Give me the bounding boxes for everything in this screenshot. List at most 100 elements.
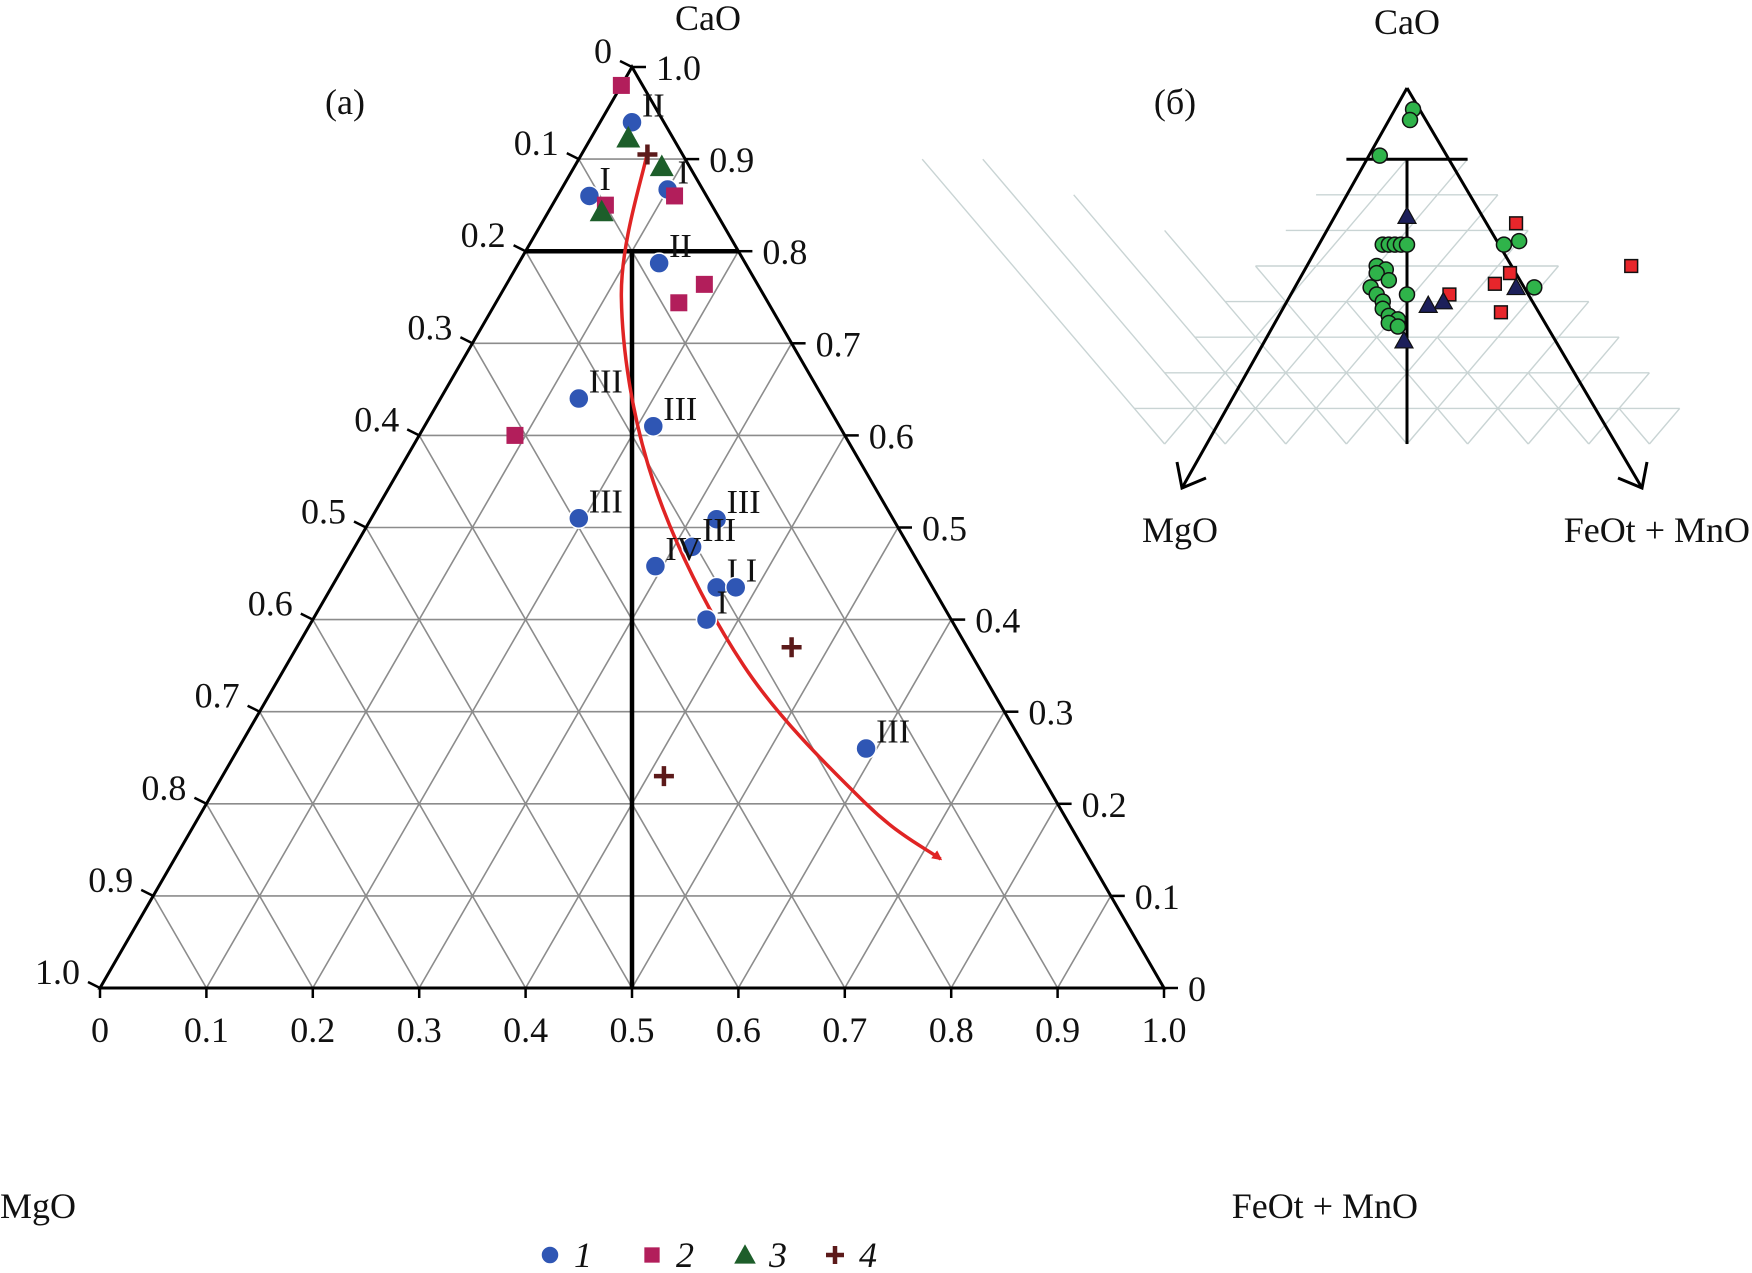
left-tick-label: 0: [594, 31, 612, 71]
grid-b: [921, 158, 1681, 445]
gridline: [1648, 407, 1681, 445]
circle-point: [1401, 111, 1419, 129]
bottom-tick-label: 0.5: [610, 1010, 655, 1050]
apex-label-cao-a: CaO: [675, 0, 741, 38]
circle-point: [1371, 147, 1388, 164]
series-1-point: [705, 508, 728, 530]
gridline: [1056, 895, 1112, 989]
left-tick: [140, 888, 154, 898]
square-point: [1487, 276, 1502, 291]
circle-point: [1510, 232, 1528, 250]
gridline: [152, 895, 208, 989]
bottom-tick-label: 0.8: [929, 1010, 974, 1050]
gridline: [921, 158, 1166, 445]
legend-label: 1: [574, 1235, 592, 1273]
series-4-point: [781, 637, 802, 658]
series-1-point: [681, 536, 703, 558]
panel-label-b: (б): [1154, 82, 1196, 122]
point-label: I: [599, 161, 610, 198]
trend-arrow-a: [619, 149, 943, 861]
gridline: [1406, 265, 1560, 445]
circle-point: [1368, 264, 1385, 282]
gridline: [1224, 158, 1469, 445]
bottom-tick-label: 0.7: [822, 1010, 867, 1050]
square-point: [1502, 265, 1518, 281]
gridline: [1164, 229, 1347, 445]
series-1-point: [855, 737, 877, 760]
point-label: IV: [665, 531, 701, 568]
series-2-point: [666, 187, 684, 205]
left-tick: [353, 520, 367, 529]
gridline: [1073, 194, 1287, 445]
circle-point: [1526, 279, 1543, 296]
right-tick-label: 0.3: [1028, 693, 1073, 733]
gridline: [631, 527, 899, 989]
series-1-point: [621, 111, 643, 134]
right-tick-label: 0: [1188, 969, 1206, 1009]
right-tick-label: 0.1: [1135, 877, 1180, 917]
triangle-side-left: [1180, 87, 1409, 489]
point-label: II: [642, 87, 665, 124]
series-3-point: [589, 199, 614, 222]
triangle-point: [1418, 294, 1439, 313]
tick-labels-a: 0 0.1 0.2 0.3 0.4 0.5 0.6 0.7 0.8 0.9 1.000.10.20.…: [35, 31, 1206, 1050]
series-1-point: [568, 507, 590, 530]
point-label: I: [746, 552, 757, 589]
left-tick: [87, 980, 101, 990]
gridline: [258, 711, 420, 989]
circle-point: [1389, 318, 1407, 335]
triangle-side-right: [1405, 87, 1644, 489]
left-tick-label: 0.2: [461, 215, 506, 255]
bottom-tick-label: 0: [91, 1010, 109, 1050]
legend-marker-4: [826, 1246, 844, 1264]
data-points-b: [1362, 101, 1639, 349]
series-2-point: [612, 76, 630, 94]
gridline: [418, 342, 793, 989]
series-1-point: [568, 387, 590, 410]
left-tick-label: 0.3: [407, 307, 452, 347]
left-tick: [406, 428, 420, 437]
ternary-plot-b: (б) CaO MgO FeOt + MnO: [921, 2, 1750, 550]
point-label: III: [663, 391, 697, 428]
series-2-point: [695, 275, 713, 293]
square-point: [1493, 305, 1509, 320]
left-tick: [619, 59, 633, 69]
point-label: I: [678, 154, 689, 191]
left-tick-label: 0.8: [141, 768, 186, 808]
series-2-point: [670, 294, 688, 312]
trend-arrow: [619, 149, 943, 861]
legend-label: 4: [859, 1235, 877, 1273]
gridline: [312, 619, 527, 989]
bottom-tick-label: 0.3: [397, 1010, 442, 1050]
series-1-point: [642, 415, 665, 437]
apex-label-cao-b: CaO: [1374, 2, 1440, 42]
square-point: [1508, 216, 1524, 231]
series-4-point: [653, 766, 674, 787]
triangle-point: [1506, 277, 1527, 296]
legend-marker-3: [734, 1244, 756, 1264]
legend: 1 2 3 4: [540, 1235, 877, 1273]
left-tick: [300, 612, 314, 621]
point-label: III: [589, 483, 623, 520]
legend-marker-2: [644, 1247, 660, 1263]
series-1-point: [644, 555, 667, 577]
left-tick-label: 0.7: [195, 676, 240, 716]
right-tick-label: 0.2: [1082, 785, 1127, 825]
left-tick-label: 0.6: [248, 584, 293, 624]
series-3-point: [649, 154, 674, 177]
point-label: III: [727, 484, 761, 521]
gridline: [205, 158, 686, 989]
point-label: I: [727, 552, 738, 589]
left-tick-label: 0.9: [88, 860, 133, 900]
triangle-point: [1396, 205, 1418, 224]
right-tick-label: 0.4: [975, 601, 1020, 641]
point-label: II: [669, 228, 692, 265]
right-tick-label: 0.6: [869, 416, 914, 456]
point-label: III: [589, 364, 623, 401]
gridline: [1527, 336, 1620, 445]
left-tick: [459, 336, 473, 345]
panel-label-a: (a): [325, 82, 365, 122]
gridline: [1618, 407, 1650, 445]
left-tick: [566, 151, 580, 161]
